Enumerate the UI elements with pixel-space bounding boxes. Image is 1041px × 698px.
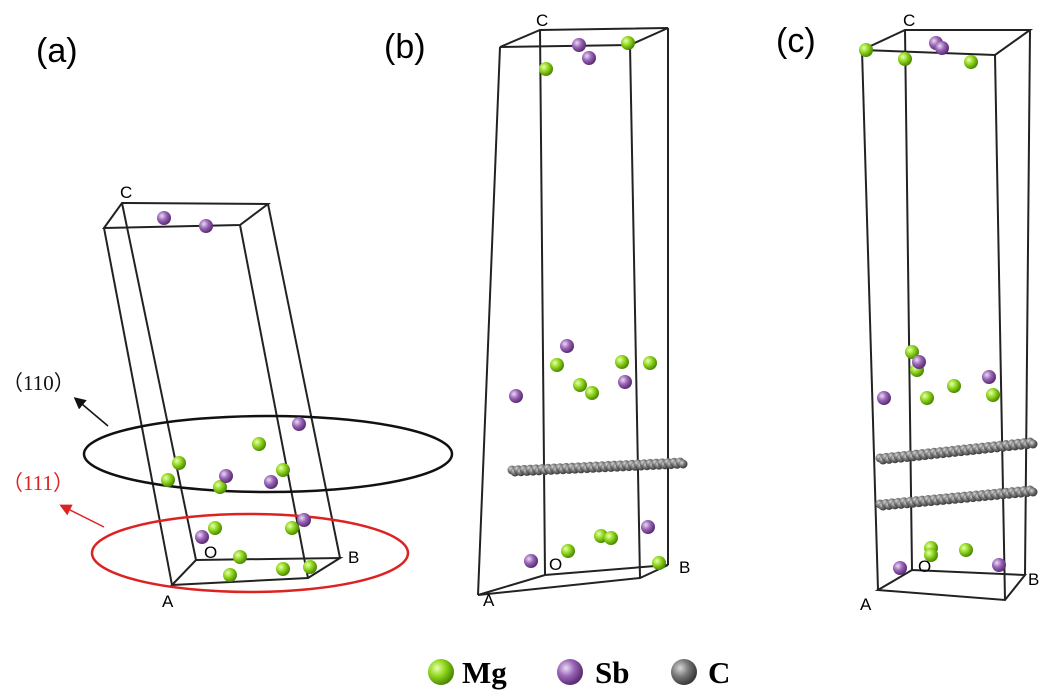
atom bbox=[621, 36, 635, 50]
atom bbox=[524, 554, 538, 568]
atom bbox=[292, 417, 306, 431]
arrow bbox=[62, 506, 104, 527]
atom bbox=[582, 51, 596, 65]
axis-label: C bbox=[903, 11, 915, 30]
atom bbox=[572, 38, 586, 52]
atom bbox=[924, 548, 938, 562]
panel-label: (c) bbox=[776, 22, 816, 60]
axis-label: A bbox=[860, 595, 872, 614]
atom bbox=[920, 391, 934, 405]
atom bbox=[898, 52, 912, 66]
atom bbox=[560, 339, 574, 353]
atom bbox=[643, 356, 657, 370]
atom bbox=[550, 358, 564, 372]
axis-label: O bbox=[204, 543, 217, 562]
atom bbox=[992, 558, 1006, 572]
figure: (a) C A B O （110） （111） (b) C A B O (c) … bbox=[0, 0, 1041, 698]
atom bbox=[604, 531, 618, 545]
atom bbox=[859, 43, 873, 57]
atom bbox=[161, 473, 175, 487]
atom bbox=[573, 378, 587, 392]
atom bbox=[893, 561, 907, 575]
atom bbox=[252, 437, 266, 451]
atom bbox=[935, 41, 949, 55]
atom bbox=[877, 391, 891, 405]
axis-label: A bbox=[483, 591, 495, 610]
cell-box bbox=[478, 28, 668, 595]
legend-swatch bbox=[428, 659, 454, 685]
panel-label: (a) bbox=[36, 32, 78, 70]
atom bbox=[912, 355, 926, 369]
atom bbox=[285, 521, 299, 535]
atom bbox=[195, 530, 209, 544]
plane-label: （111） bbox=[2, 471, 74, 495]
atom bbox=[208, 521, 222, 535]
panel-label: (b) bbox=[384, 28, 426, 66]
axis-label: B bbox=[1028, 570, 1039, 589]
atom bbox=[509, 389, 523, 403]
atom bbox=[539, 62, 553, 76]
atom bbox=[618, 375, 632, 389]
atom bbox=[964, 55, 978, 69]
atom bbox=[561, 544, 575, 558]
atom bbox=[652, 556, 666, 570]
atom bbox=[959, 543, 973, 557]
plane-label: （110） bbox=[2, 371, 75, 395]
atom bbox=[297, 513, 311, 527]
legend-label: Sb bbox=[595, 655, 629, 690]
atom bbox=[157, 211, 171, 225]
atom bbox=[276, 562, 290, 576]
axis-label: B bbox=[348, 548, 359, 567]
atom bbox=[172, 456, 186, 470]
atom bbox=[585, 386, 599, 400]
atom bbox=[982, 370, 996, 384]
atom bbox=[303, 560, 317, 574]
legend-label: Mg bbox=[462, 655, 507, 690]
atom bbox=[986, 388, 1000, 402]
axis-label: C bbox=[536, 11, 548, 30]
axis-label: A bbox=[162, 592, 174, 611]
atom bbox=[679, 460, 688, 469]
legend-swatch bbox=[671, 659, 697, 685]
atom bbox=[219, 469, 233, 483]
cell-box bbox=[104, 203, 340, 585]
cell-box bbox=[862, 30, 1030, 600]
atom bbox=[947, 379, 961, 393]
atom bbox=[1029, 488, 1038, 497]
atom bbox=[1029, 440, 1038, 449]
legend-label: C bbox=[708, 655, 730, 690]
axis-label: C bbox=[120, 183, 132, 202]
axis-label: B bbox=[679, 558, 690, 577]
arrow bbox=[76, 399, 108, 426]
atom bbox=[233, 550, 247, 564]
legend-swatch bbox=[557, 659, 583, 685]
atom bbox=[615, 355, 629, 369]
atom bbox=[641, 520, 655, 534]
atom bbox=[264, 475, 278, 489]
atom bbox=[199, 219, 213, 233]
axis-label: O bbox=[549, 555, 562, 574]
atom bbox=[276, 463, 290, 477]
atom bbox=[223, 568, 237, 582]
